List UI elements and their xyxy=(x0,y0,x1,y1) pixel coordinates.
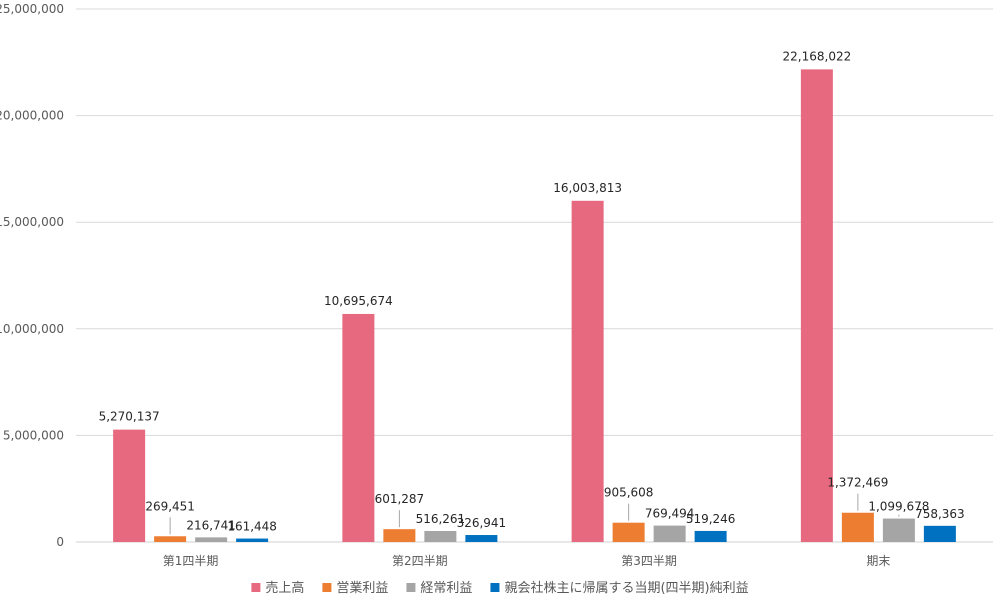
data-label: 161,448 xyxy=(227,520,277,534)
x-tick-label: 第3四半期 xyxy=(621,554,677,568)
gridlines xyxy=(76,8,993,543)
x-tick-label: 期末 xyxy=(866,554,890,568)
y-tick-label: 0 xyxy=(56,535,64,549)
bar xyxy=(195,537,228,542)
data-label: 905,608 xyxy=(604,486,654,500)
legend: 売上高 営業利益 経常利益 親会社株主に帰属する当期(四半期)純利益 xyxy=(251,580,749,596)
bar xyxy=(923,525,956,542)
bar xyxy=(465,535,498,542)
legend-swatch xyxy=(406,583,416,592)
data-label: 10,695,674 xyxy=(324,294,393,308)
data-label: 758,363 xyxy=(915,507,965,521)
bar xyxy=(113,429,146,542)
bar xyxy=(694,530,727,542)
bar xyxy=(154,536,187,542)
y-tick-label: 20,000,000 xyxy=(0,109,64,123)
data-label: 519,246 xyxy=(686,512,736,526)
legend-label: 売上高 xyxy=(265,580,304,596)
data-label: 216,741 xyxy=(186,518,236,532)
legend-item: 売上高 xyxy=(251,580,304,596)
bar xyxy=(800,69,833,542)
data-label: 769,494 xyxy=(645,507,695,521)
legend-label: 経常利益 xyxy=(420,581,472,596)
legend-label: 営業利益 xyxy=(336,580,388,596)
bar xyxy=(882,518,915,542)
legend-label: 親会社株主に帰属する当期(四半期)純利益 xyxy=(504,580,748,596)
legend-swatch xyxy=(490,583,500,592)
label-leader-lines xyxy=(169,493,900,535)
data-label: 5,270,137 xyxy=(99,410,160,424)
y-axis: 0 5,000,000 10,000,000 15,000,000 20,000,000… xyxy=(0,2,64,549)
legend-item: 経常利益 xyxy=(406,581,472,596)
data-label: 516,261 xyxy=(416,512,466,526)
bar xyxy=(383,529,416,542)
bar xyxy=(424,530,457,542)
data-label: 269,451 xyxy=(145,499,195,513)
data-label: 326,941 xyxy=(457,516,507,530)
data-label: 16,003,813 xyxy=(553,181,622,195)
data-label: 1,372,469 xyxy=(827,476,888,490)
bar xyxy=(653,525,686,542)
x-tick-label: 第1四半期 xyxy=(163,554,219,568)
y-tick-label: 15,000,000 xyxy=(0,215,64,229)
data-label: 22,168,022 xyxy=(783,49,852,63)
y-tick-label: 10,000,000 xyxy=(0,322,64,336)
y-tick-label: 5,000,000 xyxy=(3,428,64,442)
bar xyxy=(571,200,604,542)
legend-swatch xyxy=(251,583,261,592)
bar xyxy=(342,313,375,542)
bars xyxy=(113,69,956,542)
data-label: 601,287 xyxy=(375,492,425,506)
legend-item: 営業利益 xyxy=(322,580,388,596)
y-tick-label: 25,000,000 xyxy=(0,2,64,16)
bar xyxy=(236,538,269,542)
x-tick-label: 第2四半期 xyxy=(392,554,448,568)
bar xyxy=(612,522,645,542)
data-label: 1,099,678 xyxy=(868,500,929,514)
bar xyxy=(841,512,874,542)
legend-swatch xyxy=(322,583,332,592)
legend-item: 親会社株主に帰属する当期(四半期)純利益 xyxy=(490,580,749,596)
x-axis: 第1四半期 第2四半期 第3四半期 期末 xyxy=(163,554,891,568)
